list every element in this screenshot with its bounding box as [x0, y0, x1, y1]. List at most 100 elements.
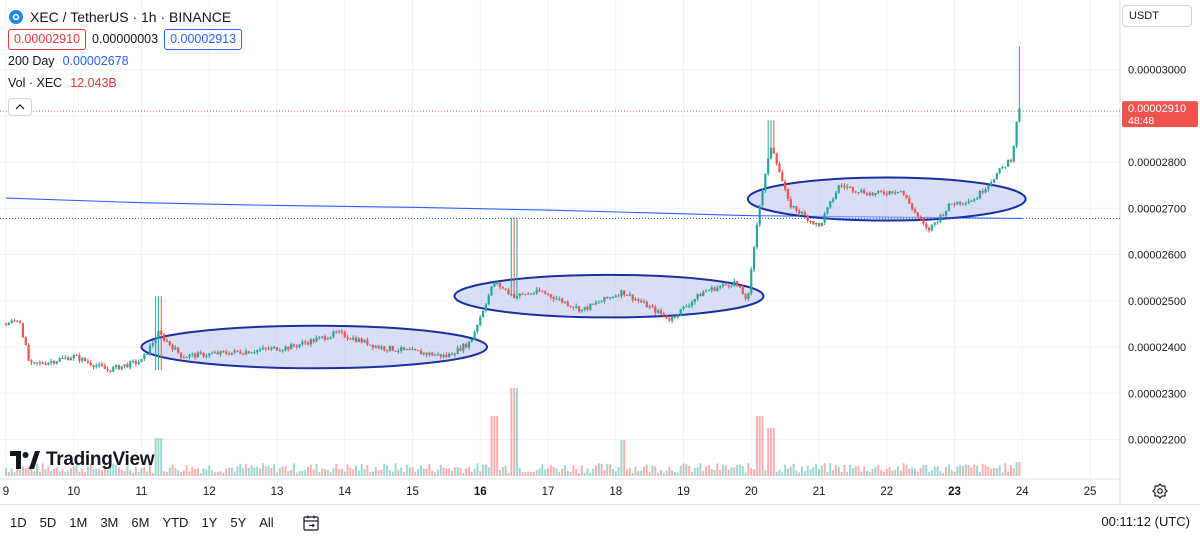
volume-indicator-label[interactable]: Vol · XEC: [8, 76, 63, 90]
currency-selector[interactable]: USDT: [1122, 5, 1192, 27]
volume-bar: [515, 388, 518, 476]
candle-body: [19, 321, 22, 324]
candle-body: [964, 203, 967, 205]
date-range-button[interactable]: [301, 513, 321, 533]
volume-bar: [956, 466, 959, 476]
last-price-tag-value: 0.00002910: [1128, 103, 1186, 115]
candle-body: [992, 179, 996, 183]
volume-bar: [72, 466, 75, 476]
volume-bar: [369, 472, 372, 476]
candle-body: [349, 338, 352, 340]
volume-bar: [908, 468, 911, 476]
volume-bar: [371, 471, 374, 476]
ma-indicator-label[interactable]: 200 Day: [8, 54, 55, 68]
volume-bar: [894, 469, 897, 476]
candle-body: [736, 281, 739, 286]
volume-bar: [470, 472, 473, 476]
volume-bar: [705, 466, 708, 476]
candle-body: [518, 293, 521, 297]
volume-bar: [357, 470, 360, 476]
bid-price[interactable]: 0.00002910: [8, 28, 87, 50]
candle-body: [242, 353, 245, 355]
volume-bar: [925, 465, 928, 476]
candle-body: [233, 350, 236, 353]
candle-body: [510, 294, 513, 296]
axes[interactable]: 0.000030000.000029000.000028000.00002700…: [0, 0, 1186, 504]
timeframe-1m[interactable]: 1M: [69, 515, 88, 530]
volume-bar: [874, 467, 877, 476]
candle-body: [496, 282, 499, 284]
candle-body: [1004, 166, 1007, 168]
candle-body: [394, 350, 397, 352]
candle-body: [656, 310, 660, 313]
candle-body: [467, 342, 471, 348]
consolidation-ellipse: [453, 273, 765, 319]
volume-bar: [352, 469, 355, 476]
volume-bar: [885, 469, 888, 476]
volume-bar: [307, 467, 310, 476]
time-tick-label: 9: [3, 486, 9, 498]
candles: [4, 46, 1021, 374]
volume-bar: [922, 464, 925, 476]
candle-body: [848, 186, 852, 188]
timeframe-all[interactable]: All: [259, 515, 274, 530]
timeframe-ytd[interactable]: YTD: [162, 515, 189, 530]
volume-bar: [998, 465, 1001, 476]
candle-body: [191, 353, 194, 355]
candle-body: [456, 347, 459, 354]
candle-body: [360, 338, 363, 343]
candle-body: [81, 357, 84, 361]
candle-body: [750, 269, 753, 294]
price-chart[interactable]: 0.000030000.000029000.000028000.00002700…: [0, 0, 1200, 504]
candle-body: [922, 219, 925, 224]
volume-bar: [436, 469, 439, 476]
volume-bar: [462, 472, 465, 476]
candle-body: [967, 201, 970, 204]
volume-bar: [674, 472, 677, 476]
candle-body: [112, 367, 115, 372]
candle-body: [292, 344, 296, 347]
volume-bar: [507, 472, 510, 476]
calendar-icon: [303, 515, 319, 531]
candle-body: [882, 191, 886, 194]
volume-bar: [16, 467, 19, 476]
consolidation-ellipse: [746, 176, 1027, 222]
candle-body: [837, 185, 840, 193]
volume-bar: [592, 468, 595, 476]
collapse-legend-button[interactable]: [8, 98, 32, 116]
volume-bar: [98, 468, 101, 476]
timeframe-6m[interactable]: 6M: [131, 515, 150, 530]
volume-bar: [397, 469, 400, 476]
timeframe-1d[interactable]: 1D: [10, 515, 27, 530]
timeframe-1y[interactable]: 1Y: [201, 515, 218, 530]
candle-body: [47, 362, 50, 365]
volume-bar: [5, 468, 7, 476]
volume-bar: [242, 468, 245, 476]
volume-bar: [603, 469, 606, 476]
symbol-title[interactable]: XEC / TetherUS · 1h · BINANCE: [30, 9, 232, 25]
volume-bar: [250, 465, 253, 476]
volume-bar: [188, 471, 191, 476]
volume-bar: [236, 466, 239, 476]
volume-bar: [171, 464, 174, 476]
volume-bar: [547, 468, 549, 476]
timeframe-3m[interactable]: 3M: [100, 515, 119, 530]
candle-body: [140, 358, 143, 363]
utc-clock[interactable]: 00:11:12 (UTC): [1101, 514, 1190, 529]
candle-body: [908, 198, 911, 204]
ask-price[interactable]: 0.00002913: [164, 28, 243, 50]
volume-bar: [256, 466, 259, 476]
volume-bar: [388, 470, 391, 476]
volume-bar: [132, 472, 135, 476]
candle-body: [148, 345, 152, 354]
volume-bar: [112, 463, 115, 476]
volume-bar: [148, 464, 151, 476]
candle-body: [863, 189, 866, 194]
volume-bar: [343, 471, 346, 476]
chart-settings-button[interactable]: [1150, 481, 1170, 501]
consolidation-ellipses[interactable]: [140, 176, 1027, 370]
timeframe-5d[interactable]: 5D: [39, 515, 57, 530]
volume-bar: [499, 470, 502, 476]
timeframe-5y[interactable]: 5Y: [230, 515, 247, 530]
volume-bar: [467, 466, 470, 476]
